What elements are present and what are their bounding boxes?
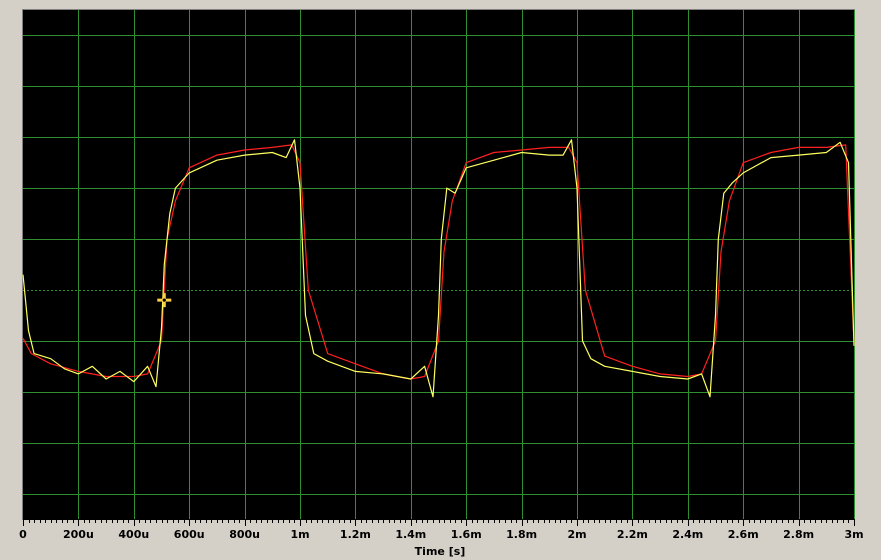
frame-shadow-left xyxy=(22,9,23,520)
x-tick-label: 2.4m xyxy=(672,528,703,541)
x-tick-label: 600u xyxy=(174,528,205,541)
x-tick-label: 200u xyxy=(63,528,94,541)
x-tick-label: 1.8m xyxy=(506,528,537,541)
x-tick-label: 2.2m xyxy=(617,528,648,541)
grid-lines xyxy=(23,10,855,519)
x-axis-minor-ticks xyxy=(23,519,855,526)
trace-series-1 xyxy=(22,144,855,380)
x-tick-label: 400u xyxy=(118,528,149,541)
x-tick-label: 1m xyxy=(290,528,309,541)
cursor-center-dot xyxy=(162,298,166,302)
frame-shadow-top xyxy=(22,9,855,10)
cursor-crosshair[interactable] xyxy=(157,293,172,308)
x-tick-label: 1.4m xyxy=(395,528,426,541)
x-tick-label: 0 xyxy=(19,528,27,541)
plot-area[interactable] xyxy=(23,10,854,519)
traces xyxy=(22,139,855,398)
x-tick-label: 2m xyxy=(567,528,586,541)
x-tick-label: 800u xyxy=(229,528,260,541)
x-tick-label: 1.6m xyxy=(451,528,482,541)
x-tick-label: 2.8m xyxy=(783,528,814,541)
x-axis-tick-labels: 0 200u 400u 600u 800u 1m 1.2m 1.4m 1.6m 1.8m 2m 2.2… xyxy=(19,528,863,541)
x-tick-label: 3m xyxy=(844,528,863,541)
trace-series-2 xyxy=(22,139,855,398)
x-tick-label: 1.2m xyxy=(340,528,371,541)
x-tick-label: 2.6m xyxy=(728,528,759,541)
x-axis-title: Time [s] xyxy=(415,545,466,558)
